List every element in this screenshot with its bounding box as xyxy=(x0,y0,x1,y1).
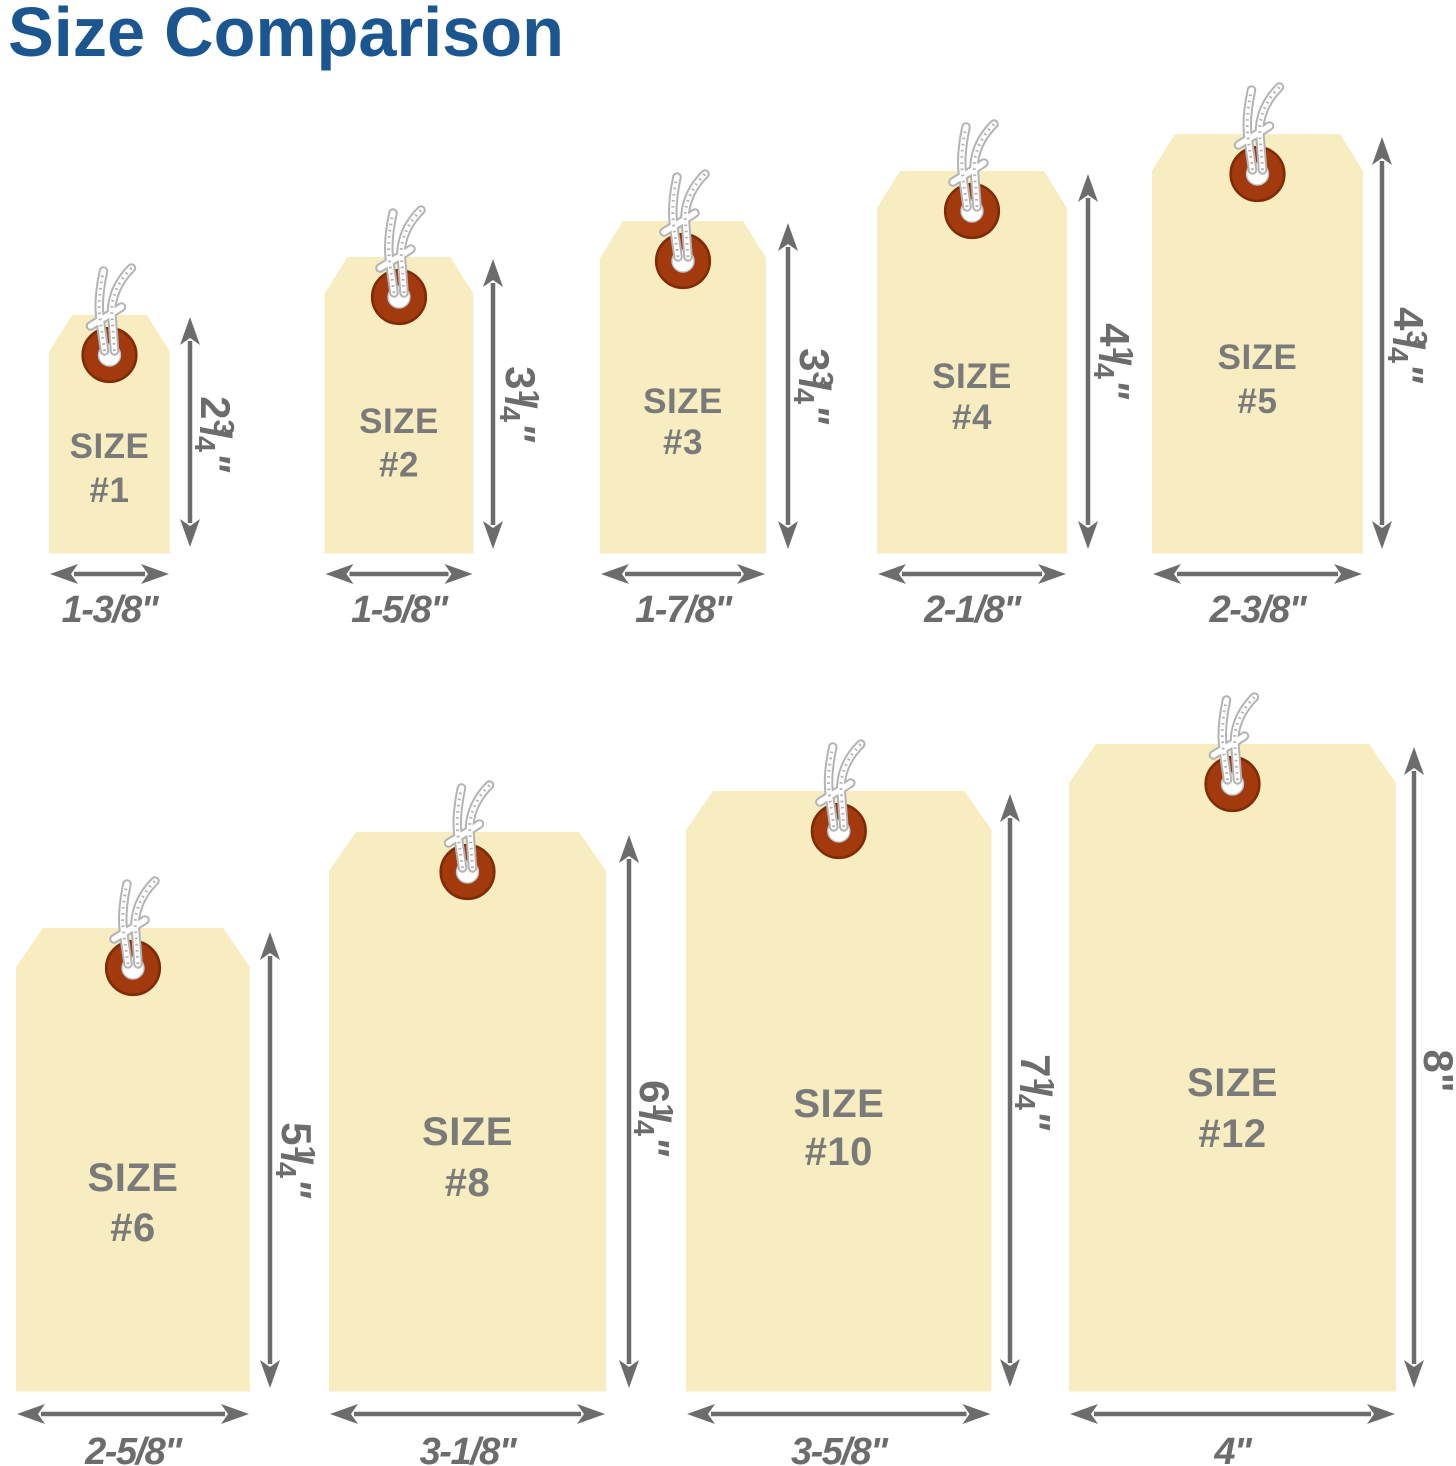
svg-text:1-7/8": 1-7/8" xyxy=(635,589,733,631)
svg-text:#3: #3 xyxy=(663,423,703,462)
svg-text:51/4": 51/4" xyxy=(269,1122,321,1199)
svg-text:SIZE: SIZE xyxy=(70,427,150,466)
svg-text:41/4": 41/4" xyxy=(1087,323,1139,400)
svg-text:8": 8" xyxy=(1415,1049,1456,1092)
svg-text:31/4": 31/4" xyxy=(493,366,545,443)
svg-text:2-1/8": 2-1/8" xyxy=(923,589,1022,631)
svg-text:SIZE: SIZE xyxy=(1218,338,1298,377)
svg-text:SIZE: SIZE xyxy=(1187,1061,1278,1105)
svg-text:1-5/8": 1-5/8" xyxy=(351,589,449,631)
svg-text:#6: #6 xyxy=(110,1206,156,1250)
svg-text:3-1/8": 3-1/8" xyxy=(420,1431,518,1466)
svg-text:61/4": 61/4" xyxy=(627,1080,679,1157)
svg-text:#12: #12 xyxy=(1198,1112,1266,1156)
svg-text:SIZE: SIZE xyxy=(643,382,723,421)
svg-text:43/4": 43/4" xyxy=(1381,307,1433,384)
svg-text:#1: #1 xyxy=(90,471,130,510)
svg-text:#5: #5 xyxy=(1238,382,1278,421)
svg-text:#2: #2 xyxy=(379,446,419,485)
svg-text:Size Comparison: Size Comparison xyxy=(8,0,564,71)
svg-text:1-3/8": 1-3/8" xyxy=(62,589,160,631)
svg-text:SIZE: SIZE xyxy=(359,402,439,441)
svg-text:#8: #8 xyxy=(445,1161,491,1205)
svg-text:33/4": 33/4" xyxy=(787,348,839,425)
svg-text:SIZE: SIZE xyxy=(793,1082,884,1126)
svg-text:71/4": 71/4" xyxy=(1008,1054,1060,1131)
svg-text:#4: #4 xyxy=(952,398,992,437)
svg-text:#10: #10 xyxy=(805,1130,873,1174)
svg-text:2-3/8": 2-3/8" xyxy=(1209,589,1308,631)
svg-text:23/4": 23/4" xyxy=(188,396,240,473)
svg-text:4": 4" xyxy=(1213,1431,1253,1466)
svg-text:SIZE: SIZE xyxy=(88,1156,179,1200)
svg-text:SIZE: SIZE xyxy=(932,357,1012,396)
svg-text:SIZE: SIZE xyxy=(422,1110,513,1154)
svg-text:2-5/8": 2-5/8" xyxy=(84,1431,183,1466)
svg-text:3-5/8": 3-5/8" xyxy=(791,1431,889,1466)
